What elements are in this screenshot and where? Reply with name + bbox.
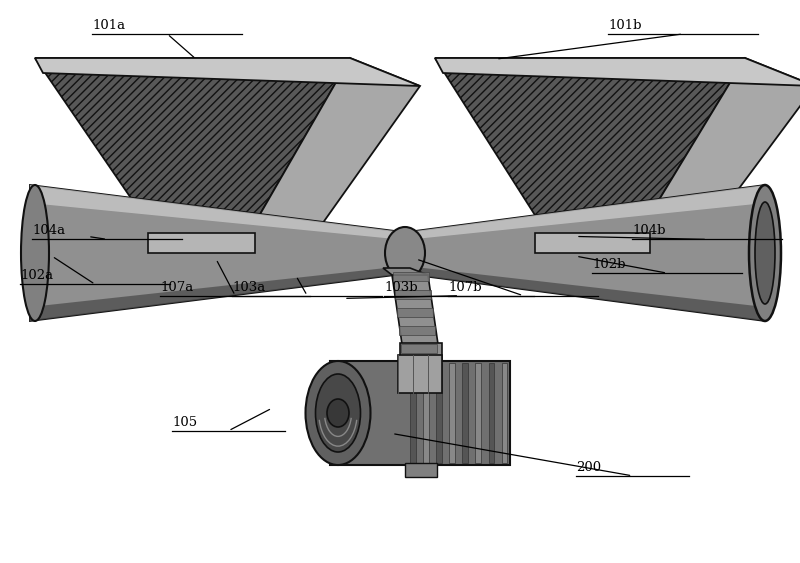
Text: 107a: 107a [160, 280, 194, 294]
Polygon shape [30, 267, 395, 321]
Bar [450, 363, 455, 463]
Text: 101b: 101b [608, 19, 642, 32]
Polygon shape [399, 326, 435, 335]
Bar [535, 233, 650, 253]
Bar [398, 355, 442, 393]
Ellipse shape [21, 185, 49, 321]
Bar [423, 363, 429, 463]
Bar [410, 363, 416, 463]
Ellipse shape [385, 227, 425, 279]
Polygon shape [415, 185, 765, 239]
Polygon shape [35, 58, 350, 223]
Text: 102a: 102a [20, 269, 53, 283]
Polygon shape [330, 361, 510, 465]
Bar [462, 363, 468, 463]
Bar [143, 223, 260, 251]
Polygon shape [645, 58, 800, 241]
Polygon shape [393, 272, 429, 281]
Polygon shape [401, 344, 437, 353]
Polygon shape [30, 185, 395, 239]
Text: 103b: 103b [384, 280, 418, 294]
Text: 200: 200 [576, 461, 601, 474]
Polygon shape [255, 58, 420, 241]
Ellipse shape [749, 185, 781, 321]
Text: 102b: 102b [592, 258, 626, 271]
Bar [436, 363, 442, 463]
Polygon shape [30, 185, 395, 321]
Text: 107b: 107b [448, 280, 482, 294]
Bar [475, 363, 482, 463]
Bar [502, 363, 507, 463]
Polygon shape [397, 308, 433, 317]
Bar [489, 363, 494, 463]
Text: 105: 105 [172, 415, 197, 429]
Polygon shape [383, 268, 428, 275]
Polygon shape [394, 290, 430, 299]
Polygon shape [435, 58, 800, 86]
Ellipse shape [306, 361, 370, 465]
Bar [148, 233, 255, 253]
Text: 101a: 101a [92, 19, 125, 32]
Bar [405, 463, 437, 477]
Polygon shape [415, 185, 765, 321]
Polygon shape [415, 267, 765, 321]
Polygon shape [435, 58, 745, 223]
Bar [535, 223, 650, 251]
Ellipse shape [327, 399, 349, 427]
Polygon shape [392, 275, 440, 358]
Polygon shape [35, 58, 420, 86]
Text: 103a: 103a [232, 280, 266, 294]
Text: 104a: 104a [32, 224, 65, 238]
Ellipse shape [755, 202, 775, 304]
Ellipse shape [315, 374, 361, 452]
Text: 104b: 104b [632, 224, 666, 238]
Bar [400, 343, 442, 361]
